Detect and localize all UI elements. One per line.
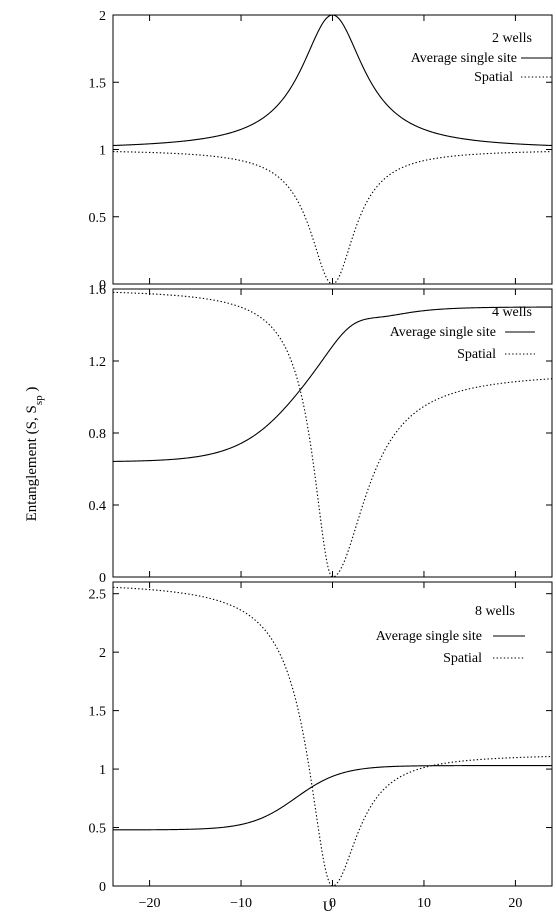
panel-2: 0 0.4 0.8 1.2 1.6 4 wells Average single site S…	[89, 283, 553, 586]
legend-entry-label: Spatial	[457, 347, 496, 362]
series-average-single-site-line	[113, 306, 552, 462]
series-spatial-line	[113, 291, 552, 577]
y-tick-label: 0.5	[89, 822, 107, 837]
y-tick-label: 1	[99, 763, 106, 778]
y-tick-label: 2	[99, 646, 106, 661]
y-tick-label: 0.8	[89, 427, 107, 442]
y-tick-label: 0.4	[89, 499, 107, 514]
y-tick-label: 0	[99, 880, 106, 895]
x-tick-label: 10	[417, 896, 431, 911]
panel-annotation: 4 wells	[492, 305, 532, 320]
x-tick-label: 20	[508, 896, 522, 911]
series-average-single-site-line	[113, 765, 552, 831]
series-spatial-line	[113, 151, 552, 284]
x-tick-label: −10	[230, 896, 252, 911]
x-tick-label: 0	[329, 896, 336, 911]
y-tick-label: 0	[99, 571, 106, 586]
x-axis-label: U	[323, 899, 334, 915]
legend-entry-label: Spatial	[443, 651, 482, 666]
y-tick-label: 1.5	[89, 76, 107, 91]
panel-annotation: 2 wells	[492, 31, 532, 46]
legend-entry-label: Average single site	[376, 629, 482, 644]
legend-entry-label: Average single site	[390, 325, 496, 340]
y-axis-label: Entanglement (S, Ssp )	[24, 387, 45, 522]
y-tick-label: 1.2	[89, 355, 107, 370]
panel-annotation: 8 wells	[475, 604, 515, 619]
y-tick-label: 2	[99, 9, 106, 24]
series-spatial-line	[113, 586, 552, 886]
y-tick-label: 1.5	[89, 705, 107, 720]
y-tick-label: 1	[99, 144, 106, 159]
panel-3: 0 0.5 1 1.5 2 2.5 −20 −10 0 10 20 8 wells Average si…	[89, 581, 553, 911]
y-tick-label: 0.5	[89, 211, 107, 226]
legend-entry-label: Spatial	[474, 70, 513, 85]
plot-frame	[112, 581, 553, 887]
y-tick-label: 1.6	[89, 283, 107, 298]
panel-1: 0 0.5 1 1.5 2 2 wells Average single site Spati…	[89, 9, 553, 293]
y-tick-label: 2.5	[89, 588, 107, 603]
x-tick-label: −20	[139, 896, 161, 911]
y-tick-label: 0	[99, 278, 106, 293]
series-average-single-site-line	[113, 15, 552, 147]
legend-entry-label: Average single site	[411, 51, 517, 66]
